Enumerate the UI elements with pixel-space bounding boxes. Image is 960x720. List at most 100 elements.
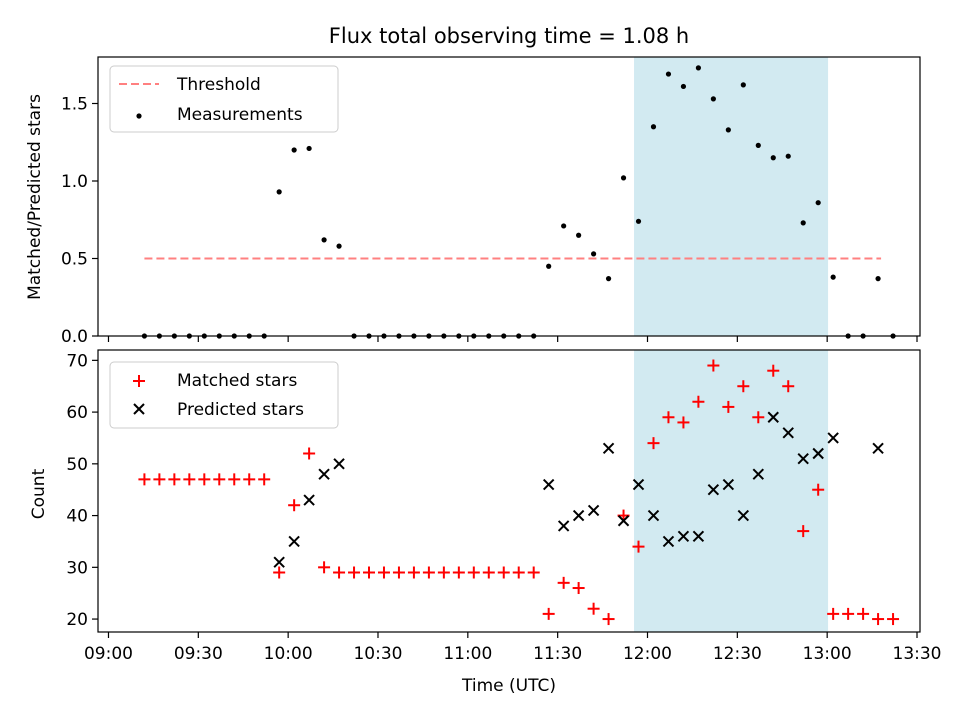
measurement-point [590, 251, 597, 257]
top-y-ticks: 0.0 0.5 1.0 1.5 [61, 95, 98, 347]
matched-star-marker [857, 607, 870, 620]
measurement-point [665, 71, 672, 77]
predicted-star-marker [333, 458, 345, 470]
y-tick-label: 30 [66, 558, 88, 578]
matched-star-marker [213, 473, 226, 486]
x-tick-label: 12:30 [713, 644, 762, 664]
predicted-star-marker [722, 478, 735, 491]
predicted-star-marker [707, 483, 720, 496]
x-tick-label: 09:30 [174, 644, 223, 664]
measurement-point [725, 127, 731, 133]
predicted-star-marker [692, 530, 705, 542]
x-axis-label: Time (UTC) [461, 676, 556, 696]
measurement-point [276, 189, 282, 195]
matched-star-marker [497, 566, 510, 579]
y-tick-label: 40 [66, 507, 88, 527]
matched-star-marker [797, 525, 810, 538]
matched-star-marker [542, 607, 555, 620]
matched-star-marker [333, 566, 346, 579]
measurement-point [695, 65, 702, 71]
matched-star-marker [587, 602, 600, 615]
predicted-star-marker [812, 447, 824, 460]
matched-star-marker [887, 613, 900, 626]
predicted-star-marker [662, 535, 675, 548]
predicted-star-marker [288, 535, 300, 548]
measurement-point [306, 145, 312, 152]
matched-star-marker [348, 566, 361, 579]
measurement-point [321, 237, 327, 243]
predicted-star-marker [587, 504, 600, 517]
bottom-shaded-region [634, 350, 829, 632]
matched-star-marker [632, 540, 645, 553]
legend-matched-swatch [133, 375, 145, 387]
measurement-point [800, 220, 806, 226]
predicted-star-marker [572, 509, 585, 522]
measurement-point [710, 96, 716, 102]
predicted-star-marker [797, 452, 809, 465]
matched-star-marker [842, 607, 855, 620]
matched-star-marker [243, 473, 256, 486]
y-tick-label: 50 [66, 455, 88, 475]
matched-star-marker [737, 380, 750, 393]
chart-title: Flux total observing time = 1.08 h [329, 24, 689, 48]
matched-star-marker [767, 364, 780, 377]
measurement-point [785, 153, 791, 159]
bottom-y-axis-label: Count [29, 468, 49, 519]
matched-star-marker [318, 561, 331, 574]
predicted-star-marker [677, 530, 690, 542]
matched-star-marker [138, 473, 151, 486]
matched-star-marker [303, 447, 316, 460]
matched-star-marker [183, 473, 196, 486]
matched-star-marker [258, 473, 271, 486]
measurement-point [815, 200, 821, 206]
legend-matched-label: Matched stars [177, 371, 297, 391]
measurement-point [605, 276, 612, 282]
matched-star-marker [467, 566, 480, 579]
bottom-y-ticks: 20 30 40 50 60 70 [66, 351, 98, 630]
x-tick-label: 13:30 [893, 644, 942, 664]
legend-measurements-swatch [136, 113, 142, 119]
predicted-star-marker [542, 478, 555, 491]
matched-star-marker [452, 566, 465, 579]
measurement-point [875, 276, 881, 282]
top-legend-box [109, 65, 339, 133]
predicted-star-marker [632, 478, 645, 491]
predicted-star-marker [782, 427, 794, 439]
matched-star-marker [647, 437, 660, 450]
y-tick-label: 1.5 [61, 95, 88, 115]
y-tick-label: 60 [66, 403, 88, 423]
matched-star-marker [512, 566, 525, 579]
matched-star-marker [602, 613, 615, 626]
measurement-point [291, 147, 297, 153]
matched-star-marker [722, 400, 735, 413]
x-tick-label: 09:00 [84, 644, 133, 664]
matched-star-marker [752, 411, 765, 424]
matched-star-marker [153, 473, 166, 486]
predicted-star-marker [273, 556, 285, 568]
x-tick-label: 10:00 [264, 644, 313, 664]
measurement-point [830, 274, 836, 280]
matched-star-marker [557, 576, 570, 589]
top-shaded-region [634, 57, 829, 336]
matched-star-markers [138, 359, 900, 626]
x-tick-label: 11:00 [443, 644, 492, 664]
measurement-point [546, 263, 552, 269]
bottom-plot-frame [97, 349, 921, 633]
predicted-star-marker [767, 411, 779, 423]
measurement-point [740, 82, 746, 88]
measurement-point [561, 223, 567, 229]
matched-star-marker [437, 566, 450, 579]
matched-star-marker [482, 566, 495, 579]
matched-star-marker [422, 566, 435, 579]
measurement-point [620, 175, 627, 181]
measurement-point [336, 243, 342, 249]
measurement-point [635, 218, 642, 224]
x-tick-label: 13:00 [803, 644, 852, 664]
legend-predicted-label: Predicted stars [177, 400, 304, 420]
matched-star-marker [228, 473, 241, 486]
measurement-point [576, 232, 582, 238]
bottom-x-ticks: 09:00 09:30 10:00 10:30 11:00 11:30 12:00 12:30… [84, 632, 942, 664]
y-tick-label: 20 [66, 610, 88, 630]
bottom-legend: Matched stars Predicted stars [109, 361, 339, 429]
predicted-star-marker [303, 494, 315, 506]
